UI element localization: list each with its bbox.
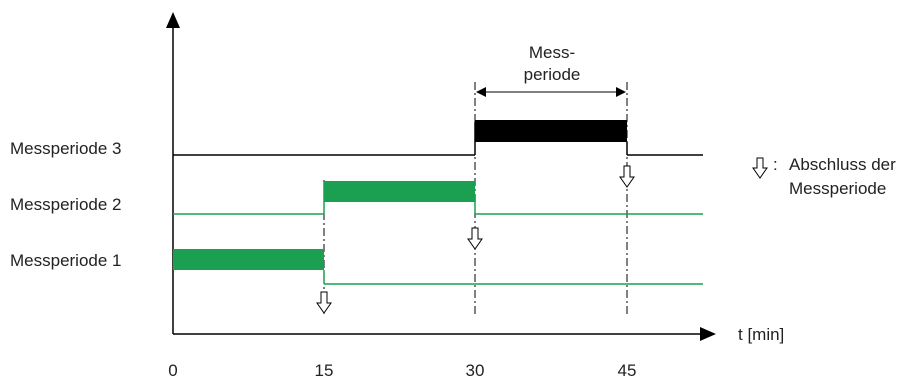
legend-line2: Messperiode: [789, 179, 886, 198]
down-arrow-icon: [619, 165, 635, 188]
period-annotation-line1: Mess-: [529, 43, 575, 62]
x-tick-label: 30: [466, 361, 485, 380]
x-axis: [173, 327, 716, 341]
row-messperiode-3: [173, 120, 703, 156]
legend-line1: Abschluss der: [789, 155, 896, 174]
row-label-messperiode-2: Messperiode 2: [10, 195, 122, 214]
active-bar-messperiode-2: [324, 181, 475, 202]
period-annotation-line2: periode: [524, 65, 581, 84]
legend-down-arrow-icon: [752, 157, 768, 179]
row-messperiode-1: [173, 249, 703, 285]
x-tick-label: 45: [618, 361, 637, 380]
y-axis-arrow-icon: [166, 12, 180, 28]
row-messperiode-2: [173, 181, 703, 215]
active-bar-messperiode-3: [475, 120, 627, 142]
period-dimension: Mess- periode: [476, 43, 626, 97]
row-label-messperiode-1: Messperiode 1: [10, 251, 122, 270]
down-arrow-icon: [316, 291, 332, 314]
x-tick-label: 15: [315, 361, 334, 380]
x-axis-arrow-icon: [700, 327, 716, 341]
active-bar-messperiode-1: [173, 249, 324, 270]
y-axis: [166, 12, 180, 334]
x-axis-label: t [min]: [738, 325, 784, 344]
legend: : Abschluss der Messperiode: [752, 155, 896, 198]
down-arrow-icon: [467, 227, 483, 250]
legend-separator: :: [773, 155, 778, 174]
row-label-messperiode-3: Messperiode 3: [10, 139, 122, 158]
x-tick-label: 0: [168, 361, 177, 380]
period-end-markers: [316, 165, 635, 314]
